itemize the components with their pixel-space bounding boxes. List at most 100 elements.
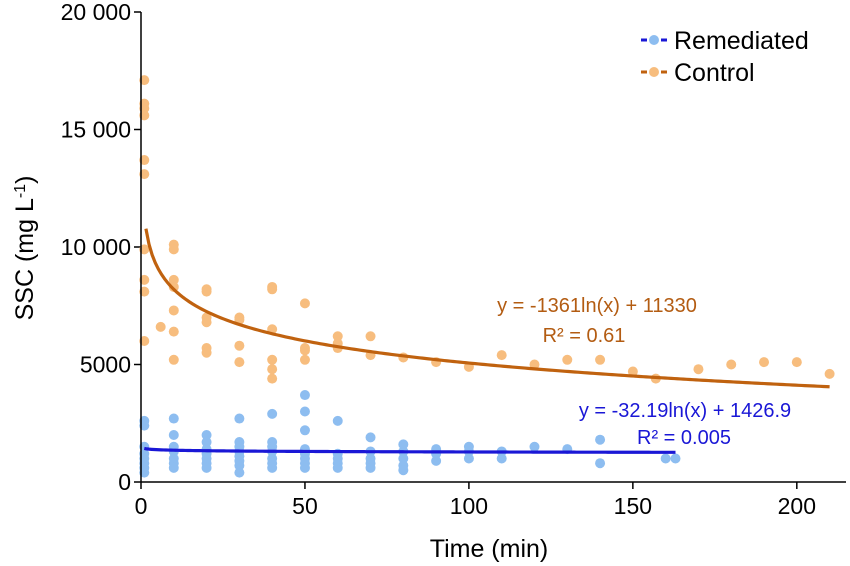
remediated-point <box>234 460 245 471</box>
remediated-point <box>595 458 606 469</box>
legend-marker-control <box>649 67 659 77</box>
remediated-point <box>299 406 310 417</box>
remediated-point <box>398 465 409 476</box>
control-point <box>299 354 310 365</box>
control-point <box>139 286 150 297</box>
x-tick-label: 150 <box>614 493 652 519</box>
x-tick-label: 50 <box>292 493 318 519</box>
y-axis-title-main: SSC (mg L <box>11 198 39 320</box>
remediated-point <box>398 453 409 464</box>
control-point <box>139 110 150 121</box>
remediated-point <box>299 390 310 401</box>
remediated-fit-line <box>144 446 676 454</box>
remediated-point <box>267 462 278 473</box>
remediated-point <box>168 462 179 473</box>
control-point <box>267 354 278 365</box>
remediated-fit-equation: y = -32.19ln(x) + 1426.9 <box>579 400 791 422</box>
control-point <box>139 103 150 114</box>
control-point <box>234 340 245 351</box>
fit-annotations: y = -1361ln(x) + 11330 R² = 0.61 y = -32… <box>497 295 791 449</box>
control-point <box>139 75 150 86</box>
remediated-point <box>660 453 671 464</box>
control-point <box>168 326 179 337</box>
control-point <box>168 281 179 292</box>
control-point <box>562 354 573 365</box>
x-tick-label: 100 <box>450 493 488 519</box>
control-point <box>168 244 179 255</box>
y-axis-title-close: ) <box>11 176 39 184</box>
control-point <box>168 354 179 365</box>
remediated-point <box>234 413 245 424</box>
control-point <box>201 317 212 328</box>
control-point <box>139 336 150 346</box>
axes <box>140 12 846 483</box>
y-tick-label: 5000 <box>80 352 131 378</box>
remediated-point <box>595 434 606 445</box>
trend-lines <box>144 228 830 454</box>
remediated-point <box>496 453 507 464</box>
remediated-points <box>139 390 681 478</box>
control-point <box>299 298 310 309</box>
remediated-point <box>201 462 212 473</box>
plot-area: 0 5000 10 000 15 000 20 000 0 50 100 150 200 <box>61 0 846 519</box>
control-point <box>759 357 770 368</box>
control-point <box>267 364 278 375</box>
remediated-point <box>267 408 278 419</box>
legend: Remediated Control <box>641 27 809 87</box>
control-point <box>365 331 376 342</box>
remediated-point <box>529 441 540 452</box>
control-point <box>299 345 310 356</box>
control-point <box>234 357 245 368</box>
legend-item-remediated: Remediated <box>641 27 809 55</box>
remediated-fit-r2: R² = 0.005 <box>637 427 731 449</box>
control-point <box>139 274 150 285</box>
legend-marker-remediated <box>649 35 659 45</box>
remediated-point <box>670 453 681 464</box>
remediated-point <box>168 413 179 424</box>
remediated-point <box>234 467 245 478</box>
legend-label-remediated: Remediated <box>674 27 809 55</box>
y-tick-label: 0 <box>118 469 131 495</box>
x-tick-label: 200 <box>778 493 816 519</box>
control-points <box>139 75 835 384</box>
remediated-point <box>332 462 343 473</box>
remediated-point <box>139 467 150 478</box>
control-point <box>726 359 737 370</box>
remediated-point <box>168 430 179 440</box>
y-tick-label: 20 000 <box>61 0 131 25</box>
control-point <box>595 354 606 365</box>
remediated-point <box>398 439 409 450</box>
control-point <box>791 357 802 368</box>
remediated-point <box>201 437 212 448</box>
x-axis-title: Time (min) <box>430 535 549 563</box>
y-axis-ticks: 0 5000 10 000 15 000 20 000 <box>61 0 141 495</box>
control-point <box>155 321 166 332</box>
remediated-point <box>139 420 150 431</box>
control-point <box>201 286 212 297</box>
remediated-point <box>365 432 376 443</box>
y-axis-title: SSC (mg L-1) <box>11 176 39 321</box>
remediated-point <box>299 425 310 436</box>
control-point <box>332 331 343 342</box>
control-fit-line <box>144 228 830 389</box>
control-point <box>496 350 507 361</box>
x-tick-label: 0 <box>135 493 148 519</box>
control-fit-equation: y = -1361ln(x) + 11330 <box>497 295 697 317</box>
control-point <box>627 366 638 377</box>
control-point <box>139 155 150 166</box>
control-point <box>168 274 179 285</box>
control-point <box>139 244 150 255</box>
remediated-point <box>463 453 474 464</box>
remediated-point <box>332 415 343 426</box>
control-fit-r2: R² = 0.61 <box>543 325 626 347</box>
x-axis-ticks: 0 50 100 150 200 <box>135 482 816 519</box>
control-point <box>267 373 278 384</box>
control-point <box>201 347 212 358</box>
control-point <box>168 305 179 316</box>
control-point <box>267 284 278 295</box>
legend-item-control: Control <box>641 59 755 87</box>
remediated-point <box>431 455 442 466</box>
y-axis-title-superscript: -1 <box>12 184 29 198</box>
control-point <box>139 169 150 180</box>
